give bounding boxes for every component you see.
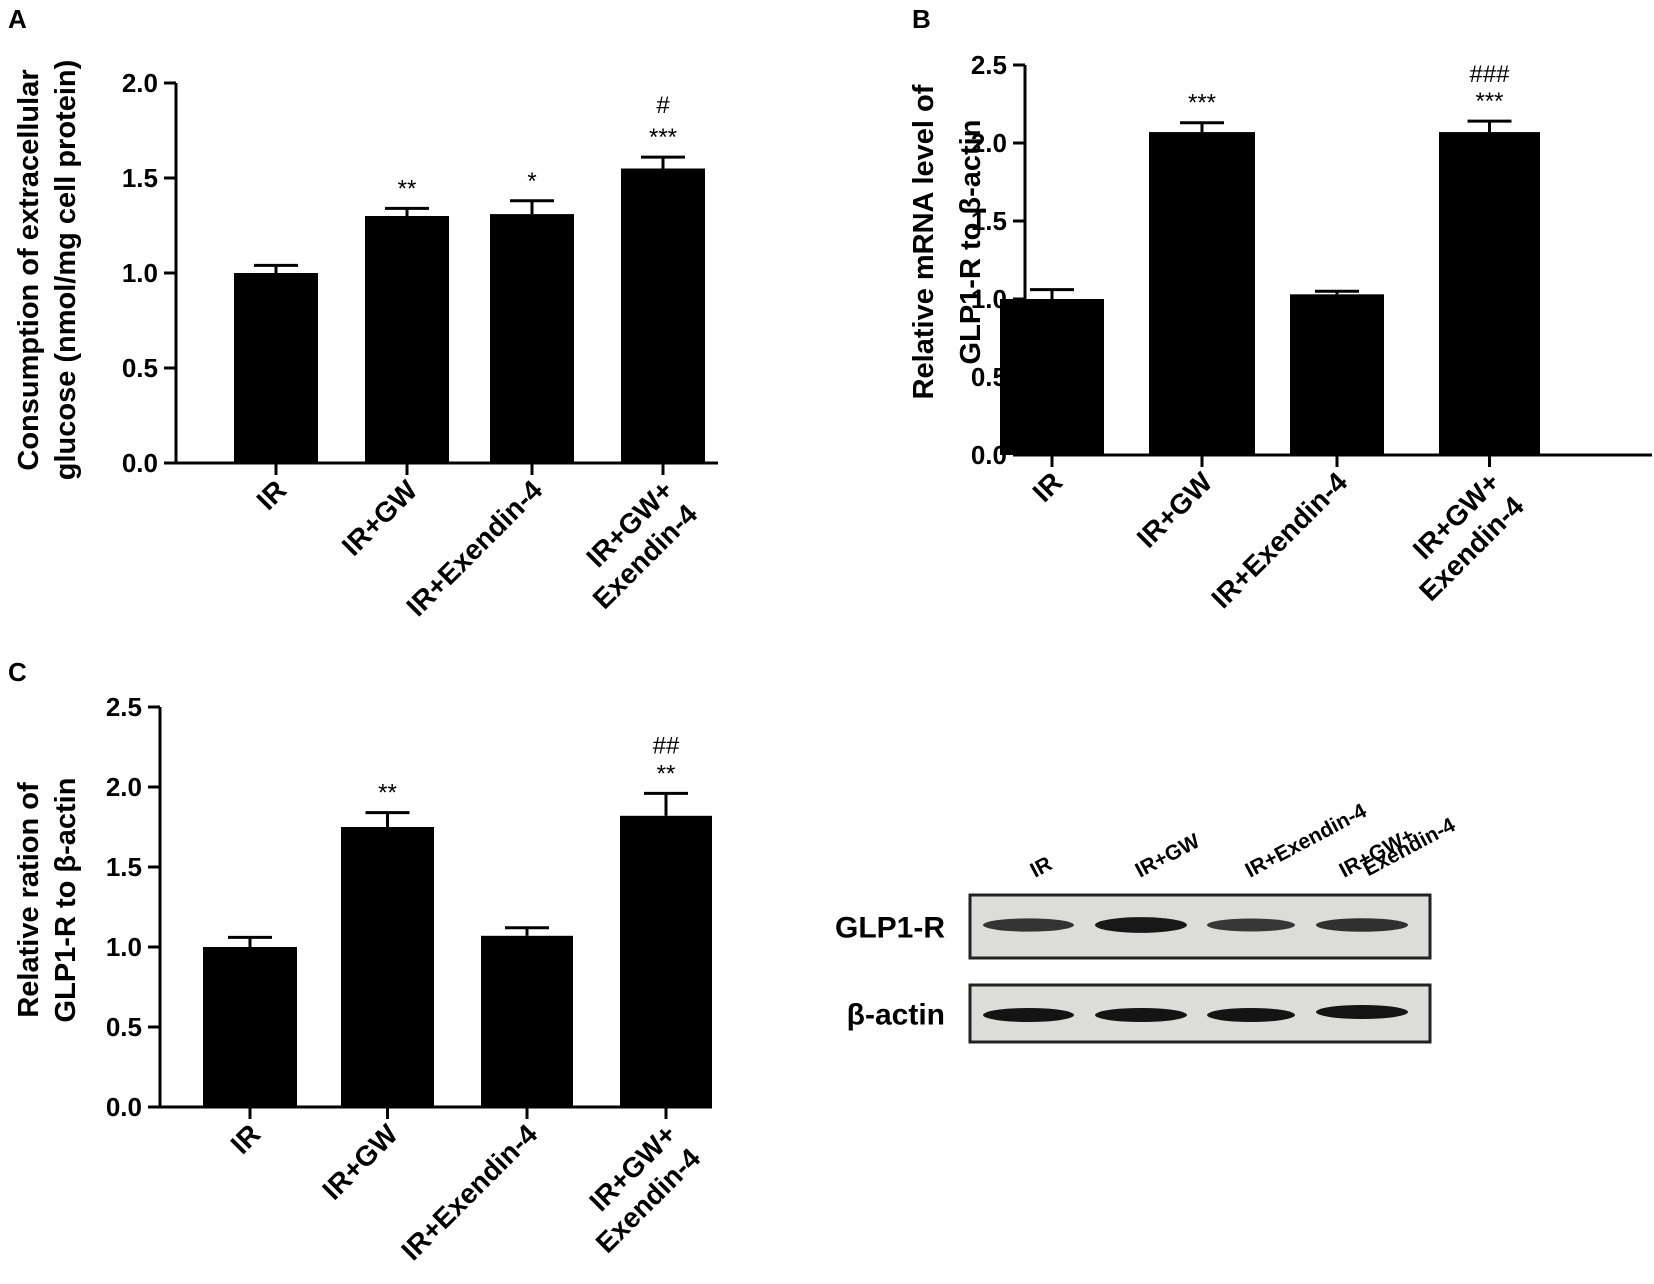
- significance-label: **: [398, 175, 417, 202]
- blot-band: [983, 1008, 1074, 1022]
- y-tick-label: 0.5: [122, 353, 158, 383]
- y-tick-label: 2.5: [971, 50, 1007, 80]
- x-tick-label: IR+GW: [316, 1118, 404, 1206]
- blot-band: [1095, 917, 1187, 933]
- y-tick-label: 1.0: [106, 932, 142, 962]
- y-axis-title: glucose (nmol/mg cell protein): [50, 60, 82, 481]
- y-axis-title: GLP1-R to β-actin: [955, 120, 987, 365]
- blot-band: [983, 918, 1074, 932]
- x-tick-label: IR+Exendin-4: [1205, 466, 1353, 614]
- bar: [1000, 299, 1104, 455]
- y-tick-label: 2.0: [122, 68, 158, 98]
- x-tick-label: IR: [225, 1118, 267, 1160]
- bar: [1149, 132, 1255, 455]
- significance-label: #: [656, 92, 670, 119]
- bar: [341, 827, 434, 1107]
- x-tick-label: IR: [251, 474, 293, 516]
- significance-label: ###: [1469, 61, 1510, 88]
- x-tick-label: IR: [1027, 466, 1069, 508]
- significance-label: ***: [1188, 90, 1216, 117]
- blot-band: [1316, 1005, 1408, 1019]
- bar: [365, 216, 449, 463]
- y-tick-label: 1.5: [106, 852, 142, 882]
- y-tick-label: 2.0: [106, 772, 142, 802]
- y-tick-label: 0.0: [122, 448, 158, 478]
- blot-band: [1207, 918, 1295, 932]
- y-tick-label: 0.5: [106, 1012, 142, 1042]
- y-tick-label: 1.0: [122, 258, 158, 288]
- panel-letter: A: [8, 4, 27, 34]
- y-tick-label: 1.5: [971, 206, 1007, 236]
- bar: [621, 168, 705, 463]
- blot-band: [1207, 1008, 1295, 1022]
- y-tick-label: 0.0: [106, 1092, 142, 1122]
- significance-label: ***: [649, 124, 677, 151]
- panel-letter: B: [912, 4, 931, 34]
- bar: [1290, 294, 1384, 455]
- x-tick-label: IR+GW: [1131, 466, 1219, 554]
- y-axis-title: Relative mRNA level of: [908, 84, 940, 399]
- y-tick-label: 2.0: [971, 128, 1007, 158]
- significance-label: **: [657, 760, 676, 787]
- blot-row-label: β-actin: [847, 999, 945, 1032]
- significance-label: ##: [653, 732, 680, 759]
- y-tick-label: 1.5: [122, 163, 158, 193]
- blot-band: [1316, 918, 1408, 932]
- significance-label: ***: [1475, 88, 1503, 115]
- blot-row-label: GLP1-R: [835, 912, 945, 945]
- panel-letter: C: [8, 657, 27, 687]
- x-tick-label: IR+GW: [336, 474, 424, 562]
- bar: [620, 815, 712, 1107]
- y-tick-label: 2.5: [106, 692, 142, 722]
- bar: [1439, 132, 1540, 455]
- blot-lane-label: IR: [1027, 852, 1056, 882]
- bar: [234, 273, 318, 463]
- blot-lane-label: IR+GW: [1132, 829, 1204, 882]
- blot-band: [1095, 1008, 1187, 1022]
- bar: [481, 935, 573, 1107]
- y-axis-title: GLP1-R to β-actin: [50, 778, 82, 1023]
- y-axis-title: Relative ration of: [13, 782, 45, 1018]
- x-tick-label: IR+Exendin-4: [395, 1118, 543, 1266]
- y-axis-title: Consumption of extracellular: [13, 69, 45, 470]
- significance-label: *: [527, 168, 536, 195]
- bar: [203, 947, 297, 1107]
- significance-label: **: [378, 780, 397, 807]
- bar: [490, 214, 574, 463]
